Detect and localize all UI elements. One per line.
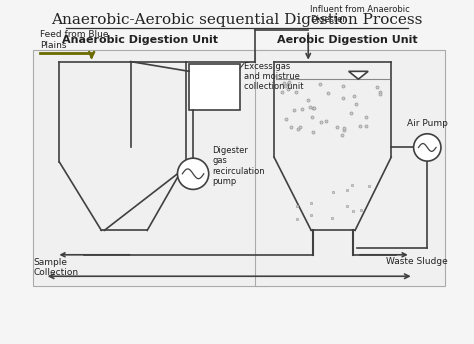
Text: Aerobic Digestion Unit: Aerobic Digestion Unit [277, 35, 418, 45]
Text: Air Pump: Air Pump [407, 119, 448, 128]
Circle shape [177, 158, 209, 190]
Polygon shape [349, 71, 368, 79]
Text: Waste Sludge: Waste Sludge [386, 257, 448, 266]
Bar [33, 50, 267, 286]
Bar [189, 64, 240, 110]
Text: Anaerobic Digestion Unit: Anaerobic Digestion Unit [63, 35, 219, 45]
Text: Influent from Anaerobic
Digester: Influent from Anaerobic Digester [310, 5, 410, 24]
Text: Sample
Collection: Sample Collection [33, 258, 78, 277]
Text: Anaerobic-Aerobic sequential Digestion Process: Anaerobic-Aerobic sequential Digestion P… [51, 13, 423, 26]
Text: Excess gas
and moistrue
collection unit: Excess gas and moistrue collection unit [244, 62, 303, 92]
Bar [255, 50, 445, 286]
Text: Feed from Blue
Plains: Feed from Blue Plains [40, 31, 109, 50]
Circle shape [414, 134, 441, 161]
Text: Digester
gas
recirculation
pump: Digester gas recirculation pump [213, 146, 265, 186]
